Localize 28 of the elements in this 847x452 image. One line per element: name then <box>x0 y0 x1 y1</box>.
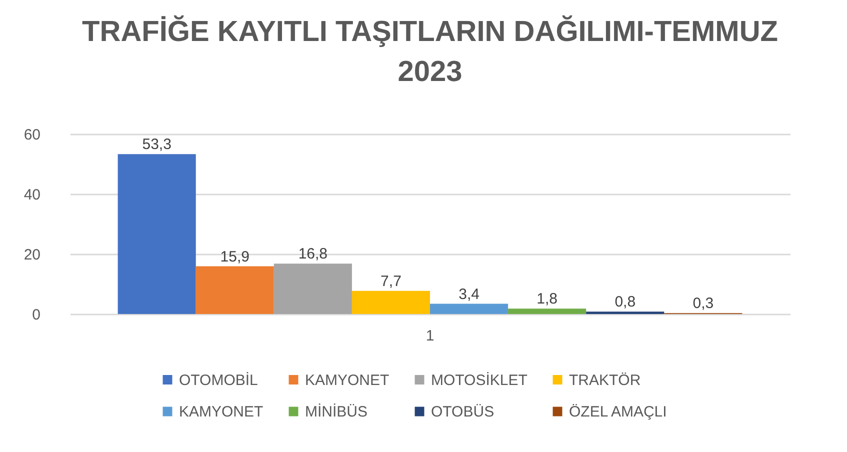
data-label: 16,8 <box>298 246 328 263</box>
data-label: 15,9 <box>220 248 250 266</box>
legend-label: OTOBÜS <box>431 404 494 420</box>
data-label: 3,4 <box>458 286 480 303</box>
legend-label: KAMYONET <box>305 372 390 389</box>
bar <box>508 308 586 314</box>
legend-label: OTOMOBİL <box>179 370 258 389</box>
bar <box>118 154 196 314</box>
y-tick-label: 40 <box>24 186 40 204</box>
bar <box>352 290 430 314</box>
y-tick-label: 60 <box>24 126 40 144</box>
legend-label: TRAKTÖR <box>569 372 641 389</box>
bar <box>196 266 274 314</box>
data-label: 0,8 <box>614 294 636 311</box>
legend-label: MİNİBÜS <box>305 402 368 420</box>
legend-label: MOTOSİKLET <box>431 370 528 389</box>
data-label: 0,3 <box>692 295 714 312</box>
y-tick-label: 20 <box>24 246 40 264</box>
legend-label: KAMYONET <box>179 404 264 420</box>
x-tick-label: 1 <box>426 328 434 344</box>
y-tick-label: 0 <box>32 306 40 324</box>
data-label: 53,3 <box>142 136 172 154</box>
bar <box>430 304 508 314</box>
data-label: 7,7 <box>380 272 402 290</box>
legend-label: ÖZEL AMAÇLI <box>569 404 667 420</box>
data-label: 1,8 <box>536 290 558 308</box>
bar <box>274 264 352 314</box>
chart-title: TRAFİĞE KAYITLI TAŞITLARIN DAĞILIMI-TEMMUZ 2023 <box>82 15 778 88</box>
